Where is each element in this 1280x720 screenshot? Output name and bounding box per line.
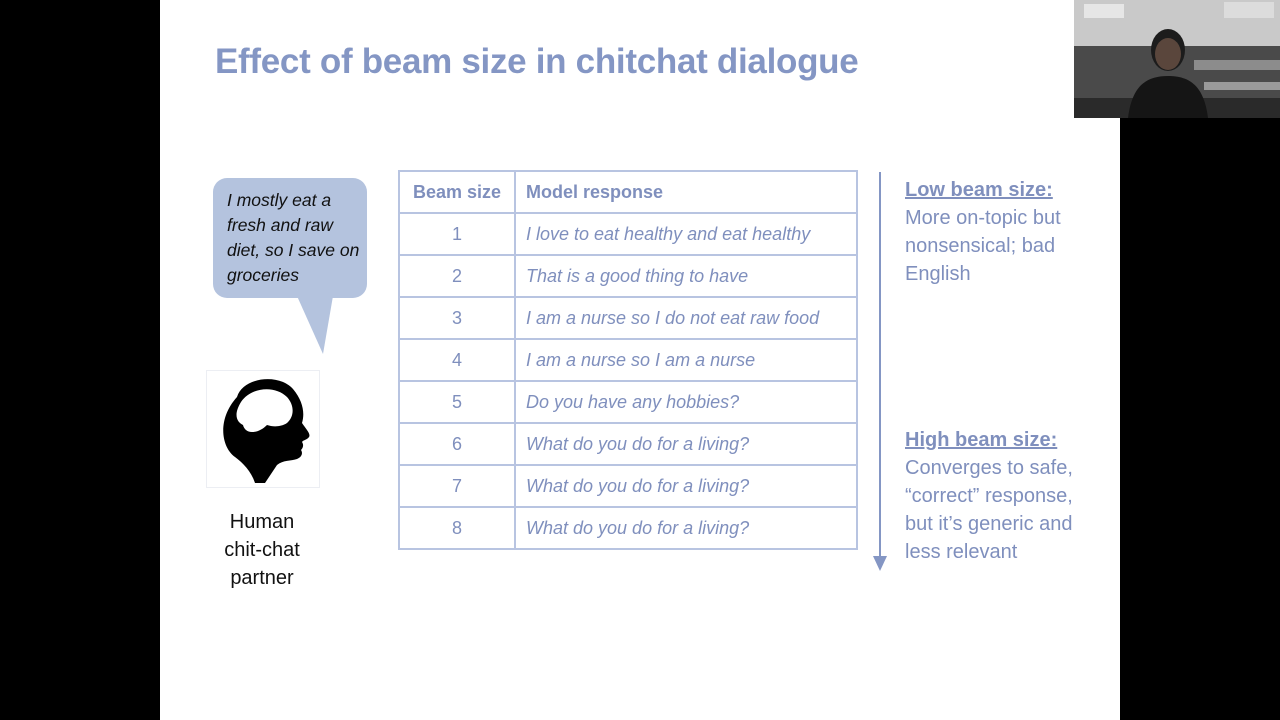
webcam-presenter — [1074, 0, 1280, 118]
slide: Effect of beam size in chitchat dialogue… — [160, 0, 1120, 720]
high-beam-note: High beam size: Converges to safe, “corr… — [905, 426, 1105, 566]
table-row: 8 What do you do for a living? — [398, 506, 858, 550]
beam-size-cell: 1 — [398, 212, 516, 256]
table-row: 7 What do you do for a living? — [398, 464, 858, 508]
beam-size-cell: 6 — [398, 422, 516, 466]
low-beam-heading: Low beam size: — [905, 179, 1053, 201]
speech-bubble: I mostly eat a fresh and raw diet, so I … — [213, 178, 367, 298]
speech-bubble-text: I mostly eat a fresh and raw diet, so I … — [227, 190, 360, 285]
response-cell: I am a nurse so I am a nurse — [514, 338, 858, 382]
human-caption: Human chit-chat partner — [224, 511, 300, 589]
head-silhouette-icon — [206, 370, 320, 488]
down-arrow-icon — [872, 172, 888, 572]
table-row: 6 What do you do for a living? — [398, 422, 858, 466]
low-beam-text: More on-topic but nonsensical; bad Engli… — [905, 207, 1061, 285]
header-beam-size: Beam size — [398, 170, 516, 214]
beam-size-cell: 4 — [398, 338, 516, 382]
beam-size-cell: 5 — [398, 380, 516, 424]
beam-table: Beam size Model response 1 I love to eat… — [398, 170, 858, 550]
beam-size-cell: 3 — [398, 296, 516, 340]
table-row: 3 I am a nurse so I do not eat raw food — [398, 296, 858, 340]
high-beam-text: Converges to safe, “correct” response, b… — [905, 457, 1073, 563]
response-cell: I love to eat healthy and eat healthy — [514, 212, 858, 256]
response-cell: What do you do for a living? — [514, 464, 858, 508]
response-cell: That is a good thing to have — [514, 254, 858, 298]
high-beam-heading: High beam size: — [905, 429, 1058, 451]
beam-size-cell: 8 — [398, 506, 516, 550]
speech-bubble-tail — [297, 296, 333, 354]
table-row: 2 That is a good thing to have — [398, 254, 858, 298]
response-cell: What do you do for a living? — [514, 506, 858, 550]
table-row: 5 Do you have any hobbies? — [398, 380, 858, 424]
table-row: 1 I love to eat healthy and eat healthy — [398, 212, 858, 256]
table-header-row: Beam size Model response — [398, 170, 858, 214]
beam-size-cell: 7 — [398, 464, 516, 508]
response-cell: I am a nurse so I do not eat raw food — [514, 296, 858, 340]
low-beam-note: Low beam size: More on-topic but nonsens… — [905, 176, 1105, 288]
slide-title: Effect of beam size in chitchat dialogue — [215, 42, 859, 81]
header-model-response: Model response — [514, 170, 858, 214]
response-cell: Do you have any hobbies? — [514, 380, 858, 424]
response-cell: What do you do for a living? — [514, 422, 858, 466]
beam-size-cell: 2 — [398, 254, 516, 298]
table-row: 4 I am a nurse so I am a nurse — [398, 338, 858, 382]
